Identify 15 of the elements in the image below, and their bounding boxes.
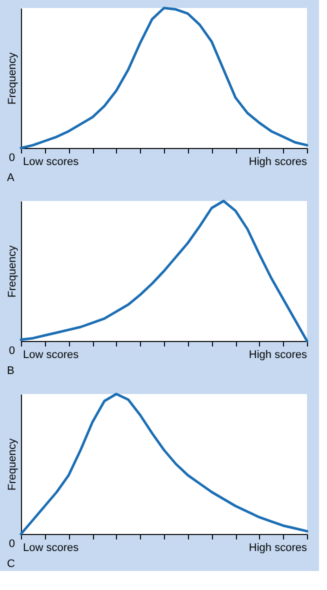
text: 0 bbox=[8, 538, 15, 550]
text: High scores bbox=[248, 156, 308, 168]
text: C bbox=[7, 558, 15, 570]
text: 0 bbox=[8, 345, 15, 357]
text: Low scores bbox=[23, 542, 80, 554]
text: A bbox=[7, 172, 15, 184]
y-axis-title: Frequency bbox=[6, 438, 18, 490]
text: B bbox=[7, 365, 14, 377]
y-axis-title: Frequency bbox=[6, 52, 18, 104]
text: High scores bbox=[248, 542, 308, 554]
text: High scores bbox=[248, 349, 308, 361]
text: Low scores bbox=[23, 349, 80, 361]
text: 0 bbox=[8, 152, 15, 164]
text: Low scores bbox=[23, 156, 80, 168]
y-axis-title: Frequency bbox=[6, 245, 18, 298]
